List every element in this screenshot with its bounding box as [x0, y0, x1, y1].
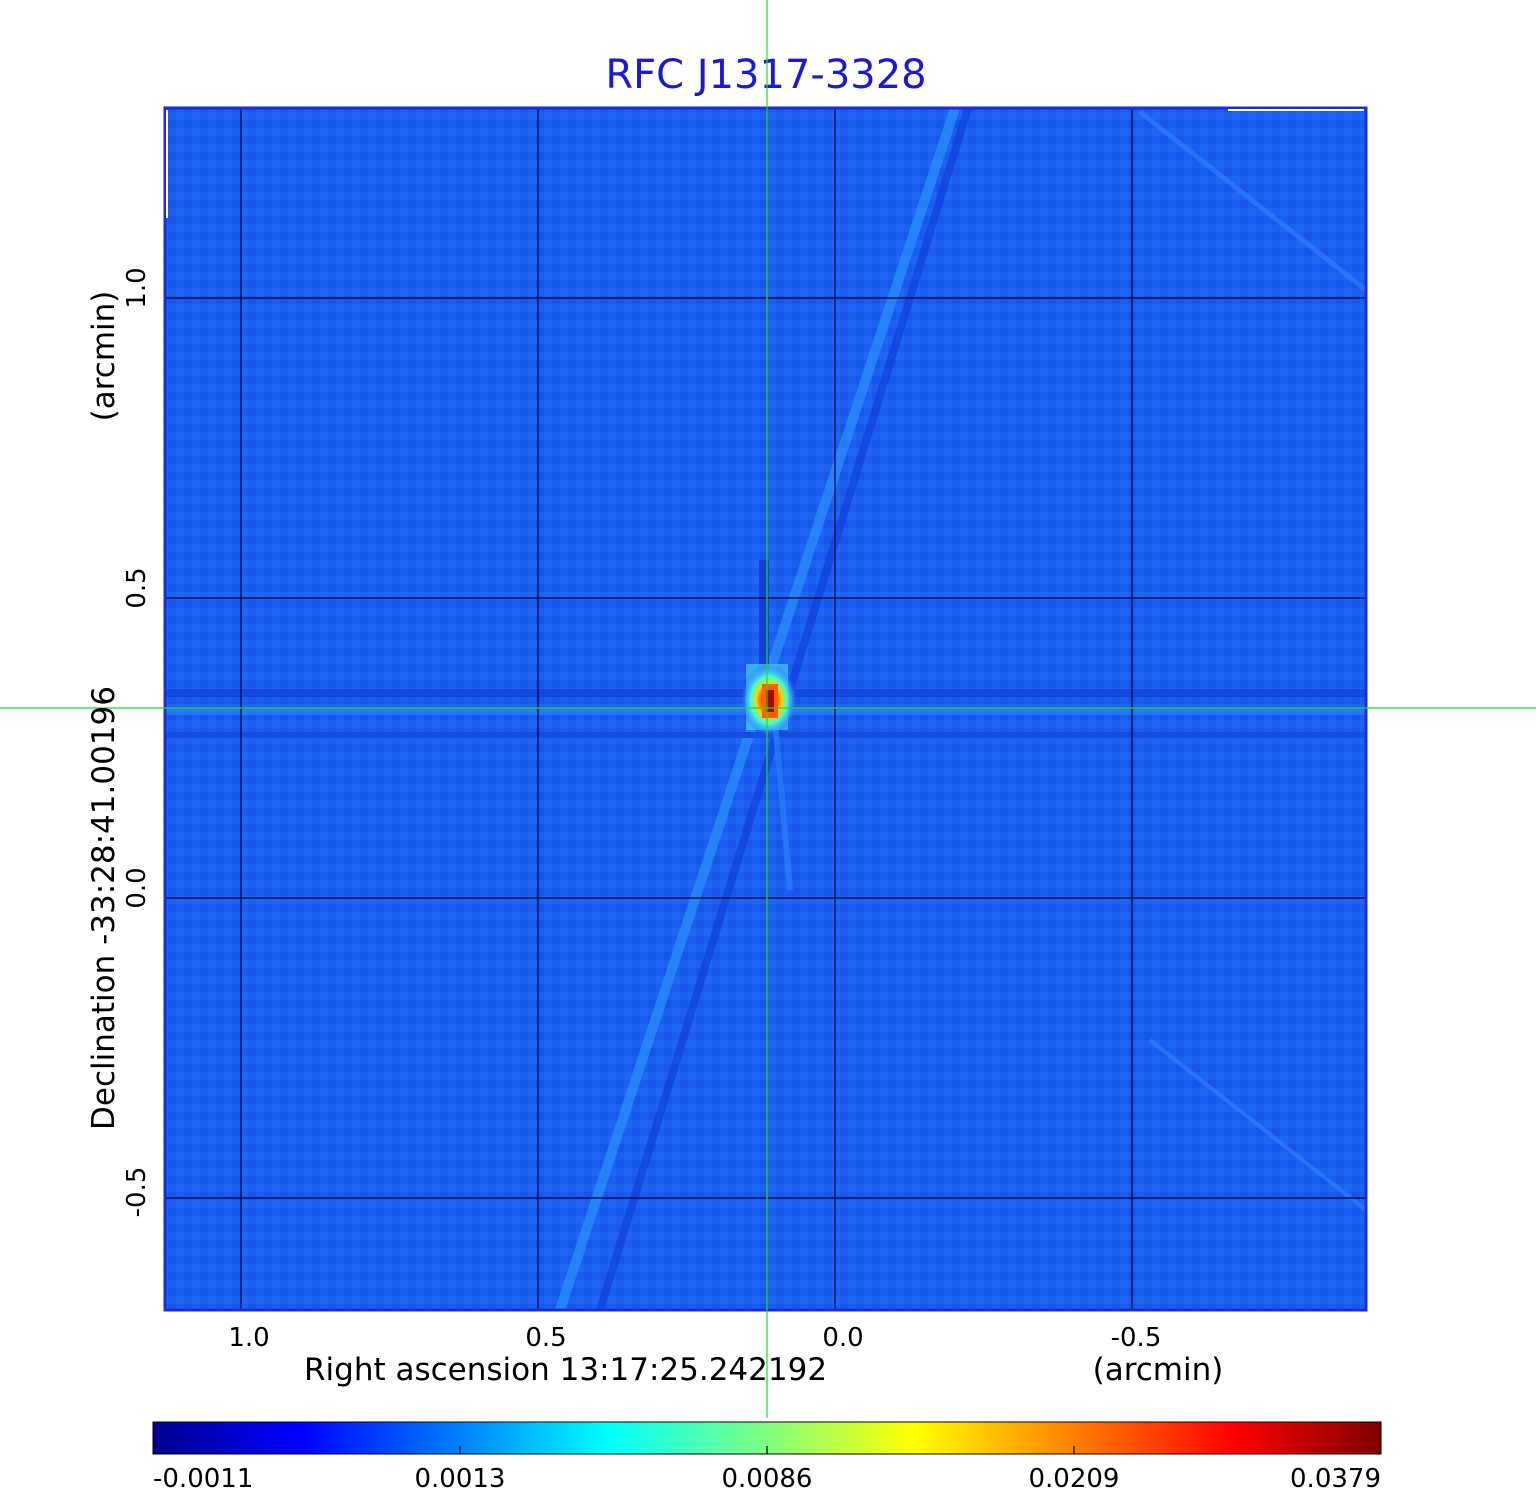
y-tick-label: 0.5: [122, 567, 152, 608]
y-tick-label: 1.0: [122, 267, 152, 308]
image-field: [163, 106, 1368, 1312]
x-tick-label: 1.0: [228, 1323, 269, 1353]
crosshair: [0, 0, 1536, 1418]
y-tick-label: -0.5: [122, 1167, 152, 1218]
colorbar-tick-label: 0.0086: [722, 1464, 813, 1494]
colorbar-tick-label: -0.0011: [153, 1464, 253, 1494]
colorbar-tick-label: 0.0379: [1290, 1464, 1381, 1494]
x-tick-label: 0.5: [525, 1323, 566, 1353]
y-tick-label: 0.0: [122, 867, 152, 908]
x-tick-label: -0.5: [1111, 1323, 1162, 1353]
x-tick-label: 0.0: [822, 1323, 863, 1353]
y-axis: 1.0 0.5 0.0 -0.5 Declination -33:28:41.0…: [86, 267, 152, 1217]
image-frame: [163, 106, 1368, 1312]
radio-source: [741, 664, 797, 736]
colorbar-tick-label: 0.0013: [415, 1464, 506, 1494]
colorbar: -0.0011 0.0013 0.0086 0.0209 0.0379: [152, 1421, 1382, 1494]
y-axis-unit: (arcmin): [86, 291, 122, 422]
y-axis-label: Declination -33:28:41.00196: [86, 686, 122, 1130]
x-axis-label: Right ascension 13:17:25.242192: [304, 1352, 827, 1388]
x-axis-unit: (arcmin): [1093, 1352, 1224, 1388]
colorbar-tick-label: 0.0209: [1029, 1464, 1120, 1494]
x-axis: 1.0 0.5 0.0 -0.5 Right ascension 13:17:2…: [228, 1323, 1223, 1388]
coordinate-grid: [165, 108, 1366, 1310]
plot-title: RFC J1317-3328: [605, 52, 926, 98]
